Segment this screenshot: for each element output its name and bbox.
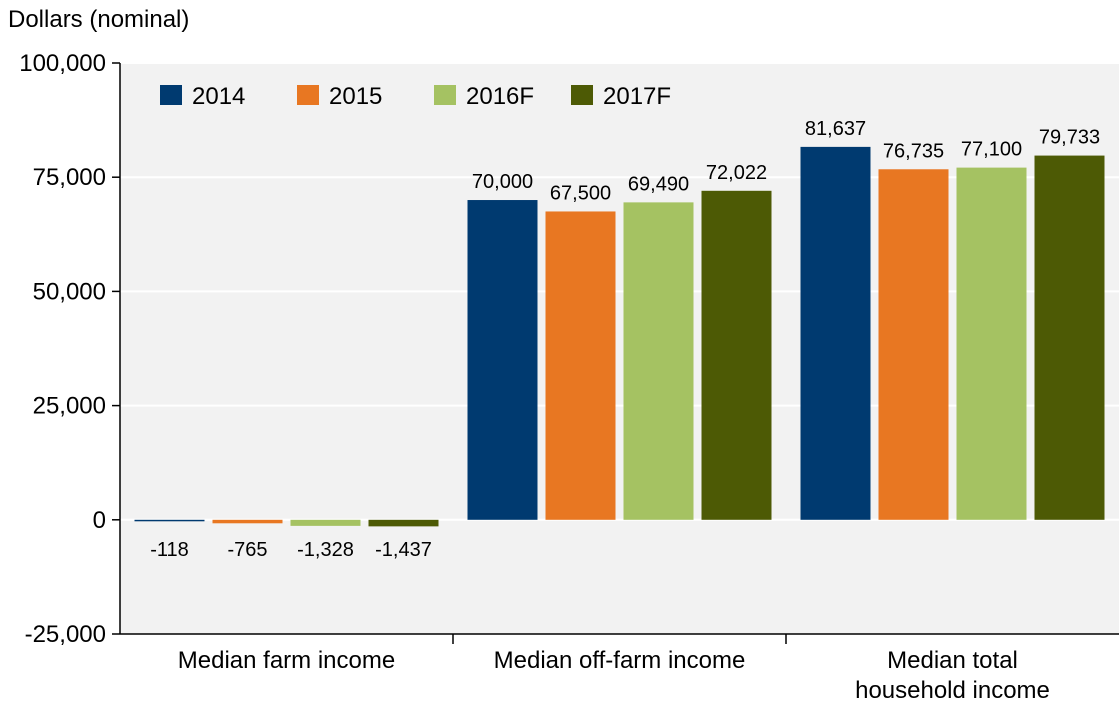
x-category-labels: Median farm income Median off-farm income… [178, 647, 1050, 702]
legend-swatch [434, 85, 456, 105]
bar-2017F [701, 190, 772, 520]
y-tick-label: 50,000 [33, 278, 106, 305]
data-label: 76,735 [883, 140, 944, 162]
bars [134, 146, 1105, 527]
data-label: -118 [150, 539, 189, 561]
bar-2017F [1034, 155, 1105, 520]
bar-2016F [956, 167, 1027, 520]
y-tick-label: 25,000 [33, 393, 106, 420]
bar-2015 [545, 211, 616, 520]
legend-swatch [297, 85, 319, 105]
y-tick-label: -25,000 [25, 621, 106, 648]
legend-label: 2017F [603, 83, 671, 110]
bar-2016F [290, 519, 361, 526]
gridlines [120, 62, 1119, 521]
x-category-label: Median farm income [178, 647, 395, 674]
bar-2017F [368, 519, 439, 527]
legend: 2014 2015 2016F 2017F [160, 83, 671, 110]
data-label: -1,328 [297, 539, 354, 561]
data-labels: -118 70,000 81,637 -765 67,500 76,735 -1,328 69… [150, 118, 1100, 561]
data-label: 81,637 [805, 118, 866, 140]
bar-2014 [800, 146, 871, 520]
x-category-label: household income [855, 677, 1050, 702]
data-label: 72,022 [706, 162, 767, 184]
bar-2015 [212, 519, 283, 524]
y-tick-label: 75,000 [33, 164, 106, 191]
axes [112, 62, 1119, 644]
data-label: 70,000 [472, 171, 533, 193]
y-tick-label: 0 [93, 507, 106, 534]
bar-2014 [467, 200, 538, 520]
y-tick-labels: -25,000 0 25,000 50,000 75,000 100,000 [19, 50, 106, 648]
legend-swatch [160, 85, 182, 105]
bar-2014 [134, 519, 205, 522]
bar-2015 [878, 169, 949, 520]
data-label: -1,437 [375, 539, 432, 561]
legend-swatch [571, 85, 593, 105]
y-axis-title: Dollars (nominal) [8, 6, 190, 33]
data-label: 69,490 [628, 173, 689, 195]
data-label: 67,500 [550, 182, 611, 204]
bar-2016F [623, 202, 694, 520]
data-label: 77,100 [961, 139, 1022, 161]
legend-label: 2015 [329, 83, 382, 110]
data-label: 79,733 [1039, 127, 1100, 149]
plot-area [120, 63, 1119, 634]
y-tick-label: 100,000 [19, 50, 106, 77]
data-label: -765 [227, 539, 267, 561]
x-category-label: Median total [887, 647, 1018, 674]
legend-label: 2016F [466, 83, 534, 110]
legend-label: 2014 [192, 83, 245, 110]
x-category-label: Median off-farm income [494, 647, 746, 674]
